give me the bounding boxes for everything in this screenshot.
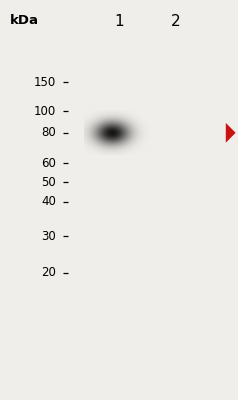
Text: 100: 100 bbox=[34, 105, 56, 118]
Text: 40: 40 bbox=[41, 195, 56, 208]
Text: 20: 20 bbox=[41, 266, 56, 279]
Text: 1: 1 bbox=[114, 14, 124, 30]
Text: 2: 2 bbox=[171, 14, 181, 30]
Text: 60: 60 bbox=[41, 157, 56, 170]
Text: kDa: kDa bbox=[10, 14, 39, 28]
Text: 30: 30 bbox=[41, 230, 56, 242]
Polygon shape bbox=[226, 123, 236, 143]
Text: 150: 150 bbox=[34, 76, 56, 88]
Text: 80: 80 bbox=[41, 126, 56, 139]
Text: 50: 50 bbox=[41, 176, 56, 189]
